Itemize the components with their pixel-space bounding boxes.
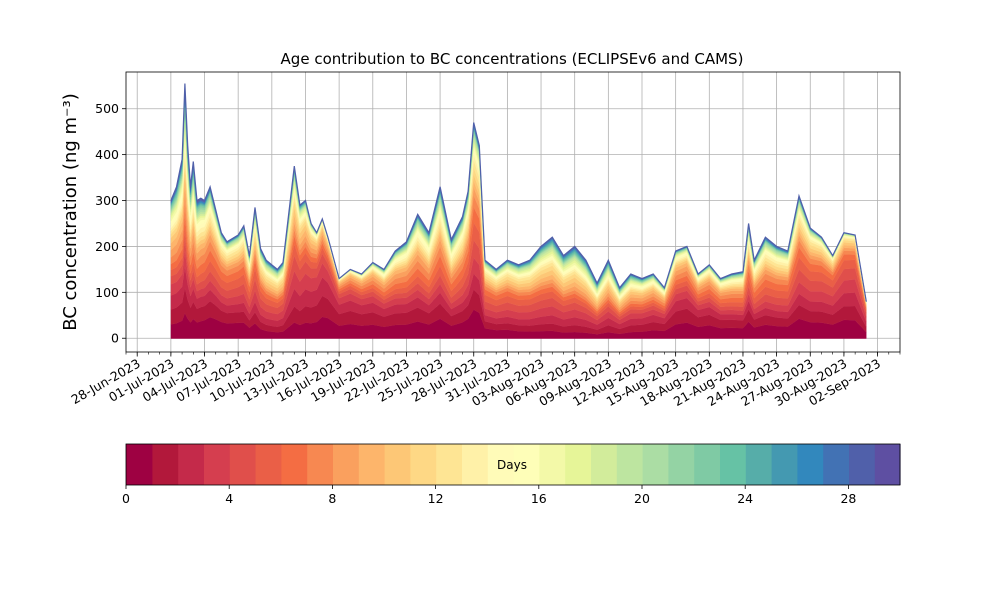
plot-area: 010020030040050028-Jun-202301-Jul-202304…	[69, 71, 901, 409]
colorbar-swatch	[332, 444, 359, 485]
colorbar-swatch	[203, 444, 230, 485]
colorbar-swatch	[255, 444, 282, 485]
colorbar-frame	[125, 443, 901, 486]
colorbar-swatch	[151, 444, 179, 485]
colorbar-tick-label: 12	[428, 491, 444, 506]
colorbar-swatch	[822, 444, 849, 485]
colorbar-tick-label: 4	[225, 491, 233, 506]
y-tick-label: 0	[111, 331, 119, 346]
colorbar-swatch	[590, 444, 617, 485]
colorbar-tick-label: 20	[634, 491, 650, 506]
colorbar-tick-label: 24	[737, 491, 753, 506]
colorbar-swatch	[796, 444, 824, 485]
colorbar-swatch	[538, 444, 566, 485]
colorbar-swatch	[513, 444, 540, 485]
y-tick-label: 200	[95, 239, 119, 254]
y-tick-label: 100	[95, 285, 119, 300]
colorbar-swatch	[435, 444, 462, 485]
y-tick-label: 400	[95, 147, 119, 162]
colorbar-swatch	[358, 444, 385, 485]
colorbar-tick-label: 8	[328, 491, 336, 506]
colorbar: 0 4 8 12 16 20 24 28 Days	[122, 443, 901, 506]
y-axis-label: BC concentration (ng m⁻³)	[60, 93, 81, 331]
colorbar-swatch	[564, 444, 591, 485]
colorbar-swatch	[642, 444, 669, 485]
colorbar-label: Days	[497, 458, 527, 472]
colorbar-swatch	[126, 444, 153, 485]
colorbar-swatch	[771, 444, 798, 485]
colorbar-swatch	[177, 444, 204, 485]
colorbar-swatch	[719, 444, 746, 485]
colorbar-swatch	[693, 444, 720, 485]
colorbar-swatch	[461, 444, 488, 485]
colorbar-swatch	[487, 444, 514, 485]
colorbar-tick-label: 16	[531, 491, 547, 506]
axes-frame	[125, 71, 901, 353]
colorbar-swatch	[229, 444, 256, 485]
colorbar-swatch	[874, 444, 901, 485]
colorbar-swatch	[280, 444, 308, 485]
colorbar-tick-label: 0	[122, 491, 130, 506]
chart-title: Age contribution to BC concentrations (E…	[281, 50, 744, 68]
colorbar-swatch	[745, 444, 772, 485]
total-concentration-line	[170, 83, 867, 302]
y-tick-label: 500	[95, 101, 119, 116]
colorbar-swatch	[848, 444, 875, 485]
colorbar-swatch	[384, 444, 411, 485]
colorbar-swatch	[306, 444, 333, 485]
colorbar-tick-label: 28	[840, 491, 856, 506]
colorbar-swatch	[409, 444, 437, 485]
colorbar-swatch	[616, 444, 643, 485]
y-tick-label: 300	[95, 193, 119, 208]
colorbar-swatch	[667, 444, 695, 485]
